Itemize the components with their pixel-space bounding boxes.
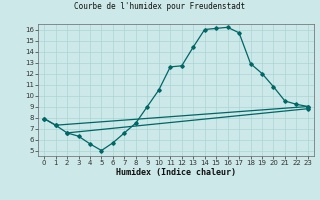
X-axis label: Humidex (Indice chaleur): Humidex (Indice chaleur) <box>116 168 236 177</box>
Text: Courbe de l'humidex pour Freudenstadt: Courbe de l'humidex pour Freudenstadt <box>75 2 245 11</box>
